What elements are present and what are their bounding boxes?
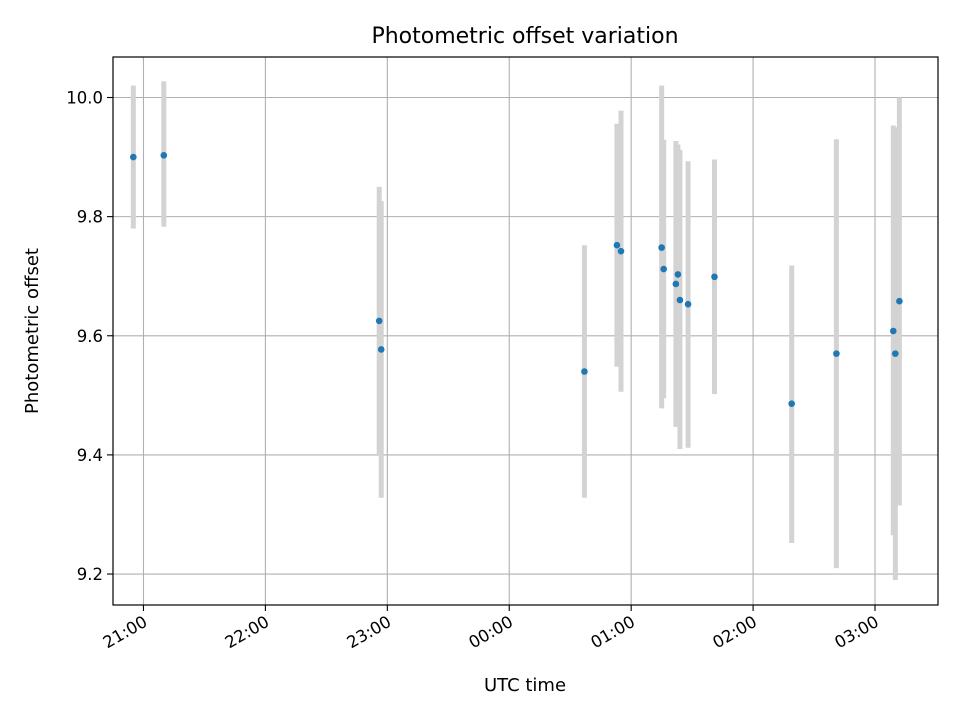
data-point: [581, 368, 588, 375]
data-point: [674, 271, 682, 278]
y-tick-label: 9.8: [77, 208, 103, 227]
grid: [113, 57, 938, 605]
data-point: [672, 280, 680, 288]
data-point: [160, 151, 168, 159]
data-points: [130, 151, 903, 407]
data-point: [896, 297, 903, 305]
data-point: [377, 346, 385, 353]
data-point: [833, 350, 840, 357]
data-point: [658, 244, 665, 251]
y-tick-label: 10.0: [66, 89, 103, 108]
y-axis-label: Photometric offset: [22, 248, 43, 414]
x-axis-label: UTC time: [484, 675, 566, 696]
y-axis-ticks: 9.2 9.4 9.6 9.8 10.0: [66, 89, 113, 584]
data-point: [788, 400, 795, 407]
data-point: [889, 327, 897, 335]
data-point: [711, 273, 718, 281]
data-point: [660, 265, 667, 273]
data-point: [617, 247, 625, 255]
chart-title: Photometric offset variation: [371, 24, 678, 49]
y-tick-label: 9.2: [77, 565, 103, 584]
y-tick-label: 9.6: [77, 327, 103, 346]
data-point: [613, 241, 621, 249]
data-point: [375, 317, 383, 325]
data-point: [892, 350, 899, 357]
data-point: [676, 296, 684, 304]
data-point: [684, 300, 692, 308]
data-point: [130, 153, 137, 161]
y-tick-label: 9.4: [77, 446, 103, 465]
plot-area-frame: [112, 56, 939, 606]
